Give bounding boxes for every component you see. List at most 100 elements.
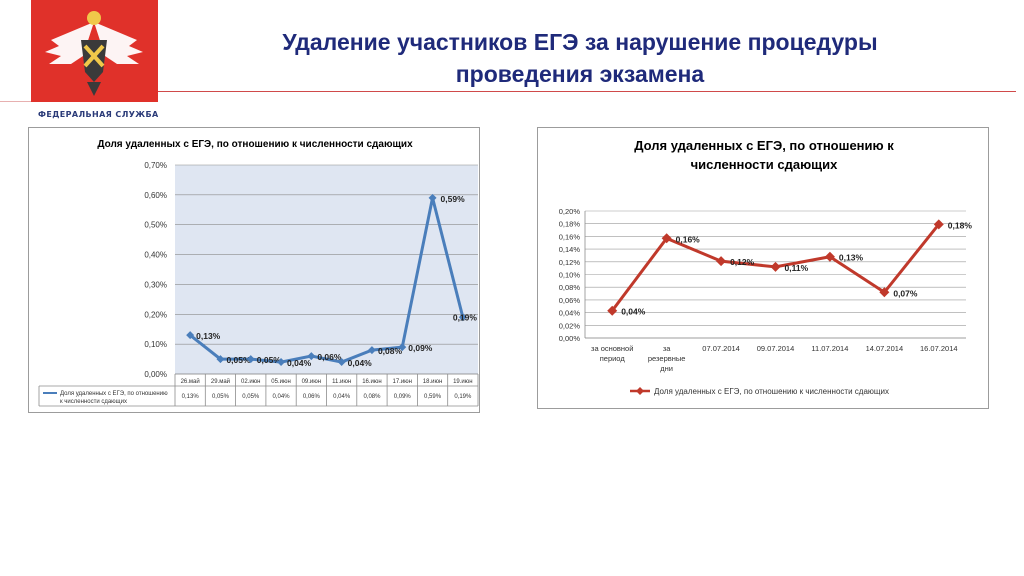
chart-2-y-tick: 0,02% [559, 321, 581, 330]
chart-1-x-tick: 19.июн [453, 379, 473, 385]
chart-1-point [398, 343, 407, 352]
chart-1-x-tick: 16.июн [362, 379, 382, 385]
chart-1-data-label: 0,13% [196, 331, 221, 341]
chart-1-table-value: 0,59% [424, 394, 442, 400]
chart-2-title-line-1: Доля удаленных с ЕГЭ, по отношению к [634, 138, 894, 153]
chart-2-y-tick: 0,08% [559, 283, 581, 292]
chart-1-y-tick: 0,00% [144, 370, 167, 379]
chart-1-table-value: 0,04% [273, 394, 291, 400]
chart-1-table-value: 0,05% [212, 394, 230, 400]
chart-1-y-tick: 0,10% [144, 340, 167, 349]
chart-1-y-tick: 0,60% [144, 191, 167, 200]
chart-2-legend-marker [636, 387, 644, 395]
chart-1-table-value: 0,06% [303, 394, 321, 400]
chart-2-data-label: 0,12% [730, 257, 755, 267]
chart-1-x-tick: 02.июн [241, 379, 261, 385]
chart-1-x-tick: 09.июн [302, 379, 322, 385]
chart-1-point [186, 331, 195, 340]
chart-1-plot-area [175, 165, 478, 374]
chart-2-x-tick: 09.07.2014 [757, 344, 795, 353]
chart-2-data-label: 0,16% [676, 234, 701, 244]
page-title-line-1: Удаление участников ЕГЭ за нарушение про… [282, 29, 878, 55]
chart-1-x-tick: 29.май [211, 378, 230, 385]
chart-1-data-label: 0,19% [453, 312, 478, 322]
title-divider-left [0, 101, 31, 102]
eagle-emblem-icon [45, 11, 143, 96]
chart-2-y-tick: 0,12% [559, 258, 581, 267]
chart-panel-1: Доля удаленных с ЕГЭ, по отношению к чис… [28, 127, 480, 413]
chart-1-x-tick: 26.май [181, 378, 200, 385]
chart-1-x-tick: 11.июн [332, 379, 351, 385]
chart-2-data-label: 0,13% [839, 253, 864, 263]
chart-1-table-value: 0,09% [394, 394, 412, 400]
chart-2-point [607, 305, 618, 316]
chart-panel-2: Доля удаленных с ЕГЭ, по отношению к чис… [537, 127, 989, 409]
chart-2-point [933, 219, 944, 230]
title-divider [158, 91, 1016, 92]
chart-1-table-value: 0,04% [333, 394, 351, 400]
chart-2-x-tick: 11.07.2014 [811, 344, 848, 353]
chart-2-point [824, 251, 835, 262]
chart-1-point [337, 358, 346, 367]
chart-2-y-tick: 0,04% [559, 309, 581, 318]
chart-1-data-label: 0,59% [441, 194, 466, 204]
chart-1-y-tick: 0,20% [144, 310, 167, 319]
chart-1-series-line [189, 197, 465, 364]
chart-2-data-label: 0,18% [948, 220, 973, 230]
chart-2-data-label: 0,07% [893, 288, 918, 298]
chart-1-data-label: 0,08% [378, 346, 403, 356]
chart-2-x-tick: за резервные дни [648, 344, 686, 373]
chart-1-point [367, 346, 376, 355]
chart-1-table-value: 0,13% [182, 394, 200, 400]
chart-1-data-label: 0,05% [257, 355, 282, 365]
chart-1-x-tick: 05.июн [271, 379, 291, 385]
chart-2-title-line-2: численности сдающих [691, 157, 839, 172]
chart-1-point [458, 313, 467, 322]
chart-2-point [661, 233, 672, 244]
chart-1-data-label: 0,06% [317, 352, 342, 362]
chart-1-point [216, 355, 225, 364]
page-title: Удаление участников ЕГЭ за нарушение про… [170, 26, 990, 90]
chart-2-legend-label: Доля удаленных с ЕГЭ, по отношению к чис… [654, 387, 889, 396]
chart-2-data-label: 0,04% [621, 307, 646, 317]
chart-2-y-tick: 0,20% [559, 207, 581, 216]
chart-1-y-tick: 0,70% [144, 161, 167, 170]
chart-2-y-tick: 0,18% [559, 220, 581, 229]
chart-2-y-tick: 0,00% [559, 334, 581, 343]
chart-2-point [770, 261, 781, 272]
chart-1-data-label: 0,04% [348, 358, 373, 368]
chart-1: Доля удаленных с ЕГЭ, по отношению к чис… [38, 139, 479, 407]
chart-1-point [428, 193, 437, 202]
chart-1-data-label: 0,09% [408, 343, 433, 353]
chart-1-y-tick: 0,50% [144, 221, 167, 230]
chart-1-point [307, 352, 316, 361]
chart-2-y-tick: 0,10% [559, 271, 581, 280]
chart-1-x-tick: 18.июн [423, 379, 443, 385]
chart-2-x-tick: 16.07.2014 [920, 344, 958, 353]
chart-1-y-tick: 0,40% [144, 251, 167, 260]
chart-1-table-value: 0,08% [363, 394, 381, 400]
chart-1-legend-label: Доля удаленных с ЕГЭ, по отношению к числ… [60, 391, 168, 405]
chart-1-data-label: 0,04% [287, 358, 312, 368]
chart-2-data-label: 0,11% [785, 263, 809, 273]
chart-2-x-tick: за основной период [591, 344, 633, 363]
chart-1-x-tick: 17.июн [392, 379, 412, 385]
chart-2-x-tick: 07.07.2014 [702, 344, 740, 353]
logo-text: ФЕДЕРАЛЬНАЯ СЛУЖБА [38, 110, 159, 119]
chart-1-data-label: 0,05% [226, 355, 251, 365]
chart-2-point [716, 256, 727, 267]
chart-2-y-tick: 0,14% [559, 245, 581, 254]
logo [31, 0, 158, 102]
chart-1-y-tick: 0,30% [144, 280, 167, 289]
chart-1-table-value: 0,19% [454, 394, 472, 400]
chart-2: Доля удаленных с ЕГЭ, по отношению к чис… [559, 138, 973, 396]
chart-1-title: Доля удаленных с ЕГЭ, по отношению к чис… [97, 139, 413, 150]
chart-1-point [246, 355, 255, 364]
chart-2-x-tick: 14.07.2014 [866, 344, 904, 353]
chart-2-y-tick: 0,06% [559, 296, 581, 305]
page-title-line-2: проведения экзамена [455, 61, 705, 87]
chart-1-point [277, 358, 286, 367]
chart-1-table-value: 0,05% [242, 394, 260, 400]
chart-2-point [879, 287, 890, 298]
chart-2-y-tick: 0,16% [559, 232, 581, 241]
